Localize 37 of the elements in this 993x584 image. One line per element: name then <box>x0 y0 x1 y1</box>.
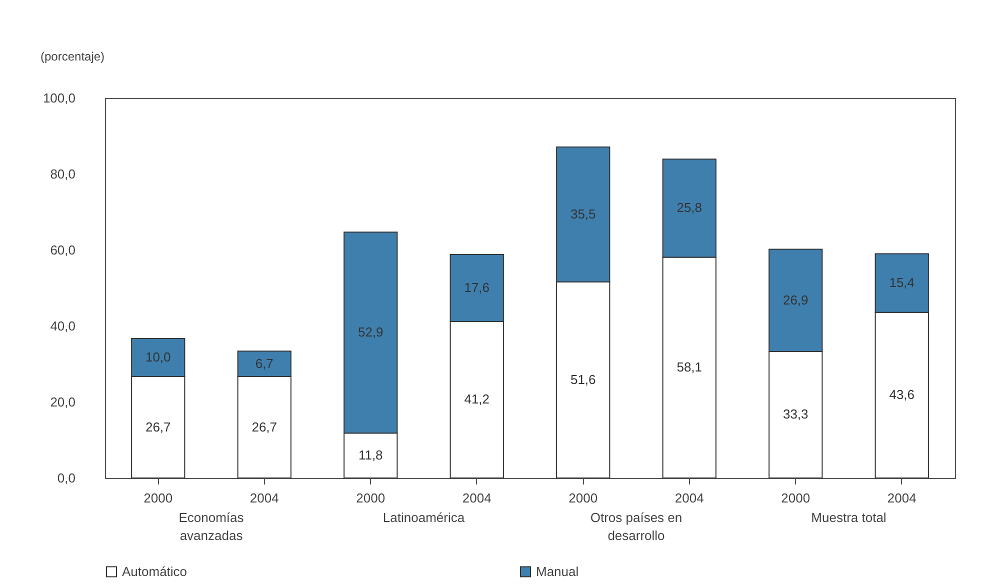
x-tick-label: 2000 <box>356 490 386 506</box>
legend-label: Automático <box>122 564 188 579</box>
y-tick-label: 20,0 <box>50 394 76 410</box>
data-label: 15,4 <box>889 275 915 290</box>
data-label: 17,6 <box>464 280 490 295</box>
y-tick-label: 40,0 <box>50 318 76 334</box>
text: Muestra total <box>811 510 886 525</box>
data-label: 26,7 <box>252 419 278 434</box>
data-label: 51,6 <box>570 372 596 387</box>
data-label: 25,8 <box>676 200 702 216</box>
data-label: 41,2 <box>464 392 490 407</box>
data-label: 6,7 <box>255 356 274 371</box>
data-label: 58,1 <box>676 360 702 375</box>
data-label: 33,3 <box>782 406 808 422</box>
data-label: 43,6 <box>889 387 915 402</box>
data-label: 26,9 <box>782 292 808 308</box>
y-tick-label: 100,0 <box>42 90 76 106</box>
x-tick-label: 2000 <box>144 490 173 506</box>
data-label: 11,8 <box>358 448 383 463</box>
x-tick-label: 2004 <box>250 490 279 506</box>
x-tick-label: 2004 <box>462 490 492 506</box>
y-tick-label: 0,0 <box>57 470 76 486</box>
data-label: 26,7 <box>145 419 171 434</box>
legend-label: Manual <box>536 564 579 579</box>
y-tick-label: 60,0 <box>50 242 76 258</box>
data-label: 52,9 <box>358 324 384 340</box>
data-label: 10,0 <box>145 350 171 365</box>
x-tick-label: 2000 <box>781 490 810 506</box>
x-tick-label: 2000 <box>568 490 598 506</box>
text: Latinoamérica <box>382 510 466 525</box>
text: Otros países en desarrollo <box>590 510 682 543</box>
data-label: 35,5 <box>570 206 596 222</box>
y-axis-title: (porcentaje) <box>40 50 105 64</box>
y-tick-label: 80,0 <box>50 166 76 182</box>
x-tick-label: 2004 <box>674 490 704 506</box>
x-tick-label: 2004 <box>887 490 916 506</box>
text: Economías avanzadas <box>178 510 244 543</box>
